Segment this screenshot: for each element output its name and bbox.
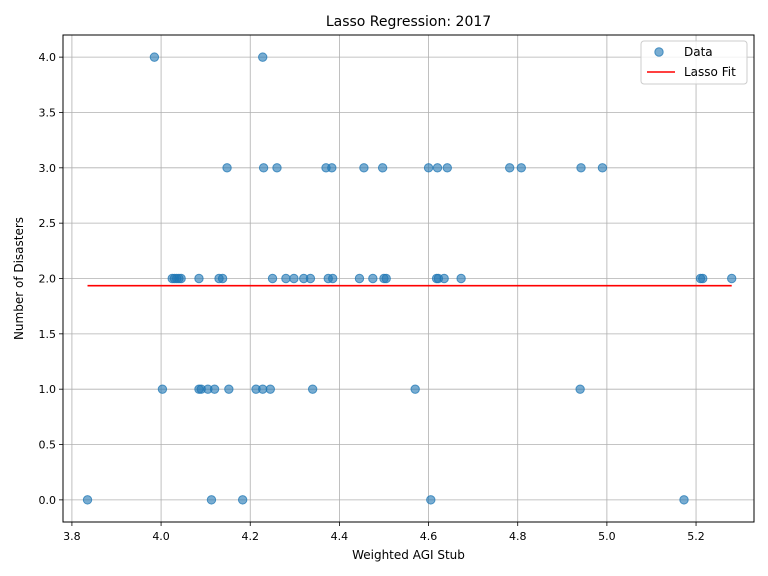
y-tick-label: 2.5: [39, 217, 57, 230]
data-point: [209, 384, 220, 394]
data-point: [194, 273, 204, 284]
data-point: [258, 52, 268, 62]
data-point: [176, 273, 186, 284]
data-point: [354, 273, 365, 284]
x-tick-label: 5.2: [687, 530, 705, 543]
legend-label-data: Data: [684, 45, 713, 59]
data-series: [82, 52, 737, 505]
data-point: [305, 273, 316, 284]
data-point: [410, 384, 420, 394]
data-point: [597, 163, 608, 173]
x-tick-label: 4.2: [241, 530, 259, 543]
data-point: [426, 495, 436, 505]
data-point: [698, 273, 708, 284]
y-tick-label: 1.0: [39, 383, 57, 396]
data-point: [328, 273, 338, 284]
data-point: [439, 273, 449, 284]
data-point: [432, 163, 443, 173]
data-point: [377, 163, 388, 173]
data-point: [82, 495, 93, 505]
y-tick-label: 3.0: [39, 162, 57, 175]
y-tick-label: 0.0: [39, 494, 57, 507]
data-point: [149, 52, 160, 62]
data-point: [289, 273, 299, 284]
y-axis-ticks: 0.0 0.5 1.0 1.5 2.0 2.5 3.0 3.5 4.0: [39, 51, 63, 507]
x-tick-label: 3.8: [63, 530, 81, 543]
data-point: [727, 273, 737, 284]
data-point: [456, 273, 466, 284]
y-tick-label: 3.5: [39, 106, 57, 119]
x-tick-label: 4.4: [331, 530, 349, 543]
x-axis-ticks: 3.8 4.0 4.2 4.4 4.6 4.8 5.0 5.2: [63, 522, 705, 543]
x-tick-label: 4.0: [152, 530, 170, 543]
legend: Data Lasso Fit: [640, 40, 748, 85]
y-axis-label: Number of Disasters: [12, 217, 26, 340]
legend-label-lasso-fit: Lasso Fit: [684, 65, 736, 79]
data-point: [368, 273, 378, 284]
data-point: [516, 163, 526, 173]
data-point: [307, 384, 318, 394]
x-axis-label: Weighted AGI Stub: [352, 548, 465, 562]
data-point: [272, 163, 282, 173]
x-tick-label: 5.0: [598, 530, 616, 543]
legend-box: [640, 40, 748, 85]
data-point: [423, 163, 434, 173]
y-tick-label: 2.0: [39, 273, 57, 286]
grid: [63, 35, 754, 522]
data-point: [575, 384, 585, 394]
legend-data-marker: [654, 47, 664, 57]
y-tick-label: 0.5: [39, 439, 57, 452]
y-tick-label: 1.5: [39, 328, 57, 341]
data-point: [157, 384, 168, 394]
data-point: [504, 163, 515, 173]
data-point: [224, 384, 234, 394]
data-point: [281, 273, 291, 284]
x-tick-label: 4.6: [420, 530, 438, 543]
data-point: [381, 273, 391, 284]
data-point: [327, 163, 337, 173]
data-point: [442, 163, 452, 173]
data-point: [265, 384, 275, 394]
x-tick-label: 4.8: [509, 530, 527, 543]
chart-title: Lasso Regression: 2017: [326, 14, 491, 30]
data-point: [267, 273, 278, 284]
data-point: [206, 495, 217, 505]
data-point: [679, 495, 689, 505]
y-tick-label: 4.0: [39, 51, 57, 64]
data-point: [217, 273, 228, 284]
data-point: [237, 495, 248, 505]
data-point: [222, 163, 232, 173]
data-point: [359, 163, 369, 173]
data-point: [576, 163, 586, 173]
data-point: [258, 163, 269, 173]
